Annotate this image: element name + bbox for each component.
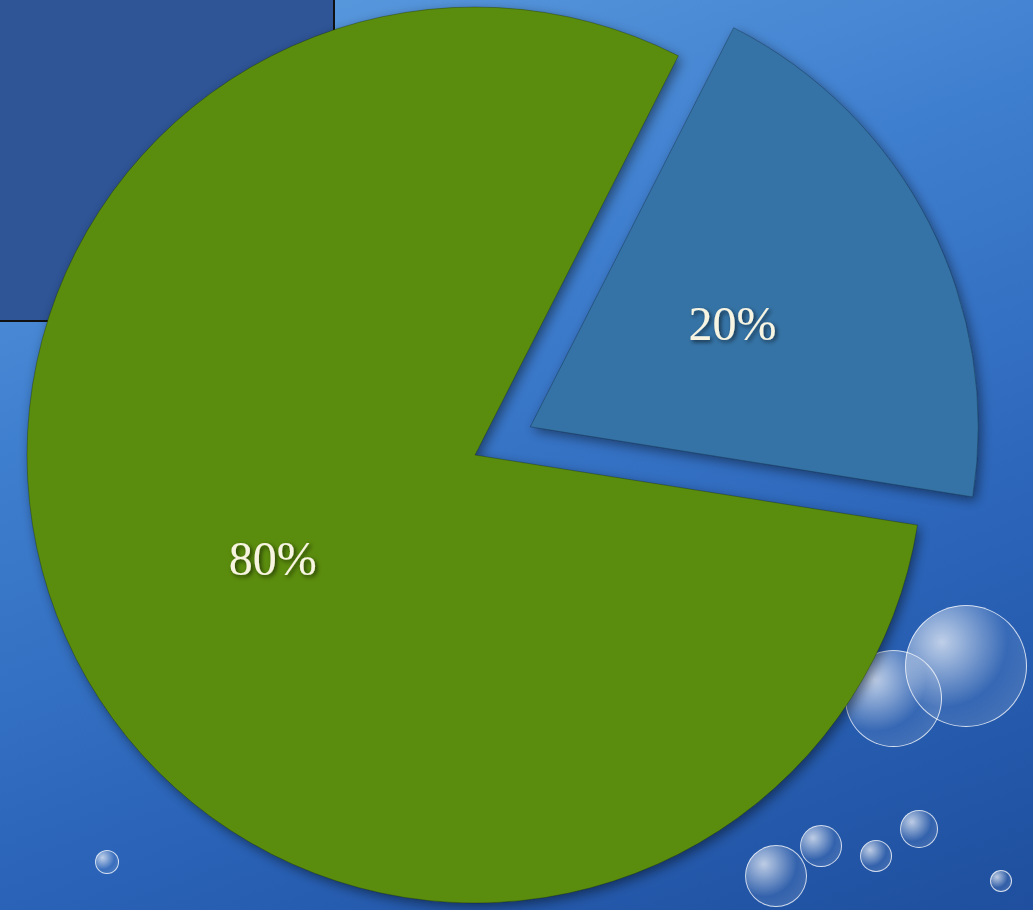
svg-text:80%: 80% — [229, 532, 317, 585]
svg-text:20%: 20% — [689, 297, 777, 350]
